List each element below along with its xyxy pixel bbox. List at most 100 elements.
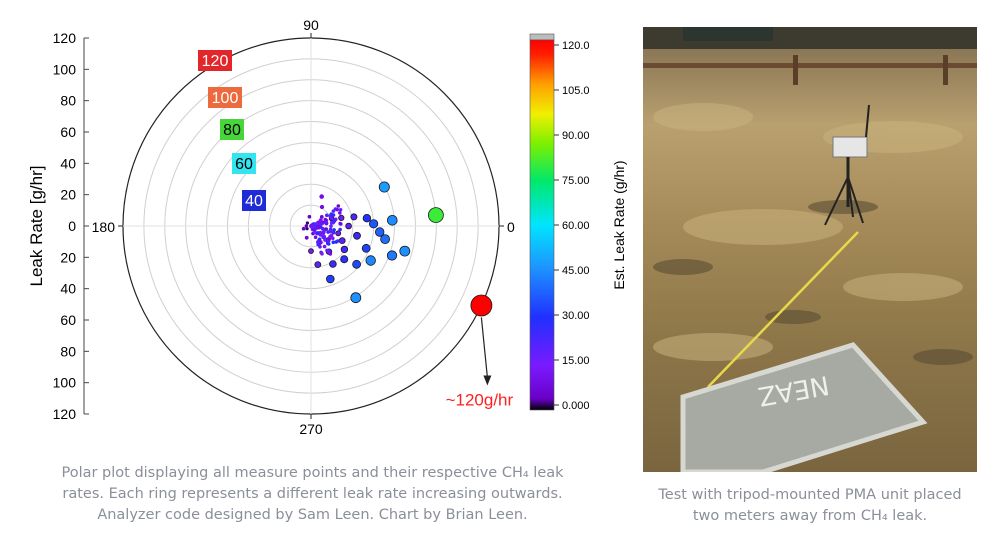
chart-caption: Polar plot displaying all measure points… <box>40 463 585 526</box>
data-point <box>318 238 322 242</box>
data-point <box>310 225 314 229</box>
annotation-arrow <box>481 317 487 377</box>
data-point <box>387 215 397 225</box>
ring-label-text: 100 <box>212 90 239 107</box>
data-point <box>317 226 321 230</box>
angle-label: 180 <box>92 219 116 235</box>
data-point <box>338 222 342 226</box>
data-point <box>354 232 361 239</box>
r-axis-tick-label: 120 <box>53 406 77 422</box>
data-point <box>330 221 334 225</box>
fence-rail <box>643 63 977 68</box>
colorbar-tick-label: 120.0 <box>562 40 590 52</box>
data-point <box>341 256 348 263</box>
r-axis-tick-label: 40 <box>60 281 76 297</box>
data-point <box>363 214 371 222</box>
data-point <box>337 204 341 208</box>
data-point <box>369 220 377 228</box>
data-point <box>339 238 345 244</box>
data-point <box>314 235 318 239</box>
data-point <box>302 227 306 231</box>
data-point <box>315 222 319 226</box>
data-point <box>323 245 327 249</box>
polar-chart: 90180 0270 12010080604020020406080100120 … <box>20 12 642 440</box>
data-point <box>346 223 352 229</box>
ring-label-text: 80 <box>223 122 241 139</box>
arrow-head <box>483 375 491 385</box>
data-point <box>305 236 309 240</box>
r-axis-tick-label: 80 <box>60 93 76 109</box>
ring-labels: 120 100 80 60 40 <box>198 50 266 211</box>
data-point <box>324 227 328 231</box>
ring-label-40: 40 <box>242 190 266 211</box>
data-point <box>428 208 443 223</box>
data-point <box>306 221 309 224</box>
r-axis-tick-label: 80 <box>60 343 76 359</box>
ring-label-80: 80 <box>220 119 244 140</box>
angle-label: 90 <box>303 17 319 33</box>
colorbar-tick-label: 45.00 <box>562 265 590 277</box>
colorbar-gradient <box>530 40 554 410</box>
data-point <box>321 227 325 231</box>
colorbar-tick-label: 90.00 <box>562 130 590 142</box>
data-point <box>471 295 492 316</box>
data-point <box>338 228 342 232</box>
data-points <box>302 182 492 316</box>
data-point <box>339 215 344 220</box>
ring-label-text: 120 <box>202 53 229 70</box>
ring-label-100: 100 <box>208 87 242 108</box>
colorbar-tick-label: 105.0 <box>562 85 590 97</box>
data-point <box>381 235 390 244</box>
data-point <box>341 246 348 253</box>
r-axis-tick-label: 100 <box>53 375 77 391</box>
data-point <box>316 243 320 247</box>
data-point <box>308 215 312 219</box>
r-axis-tick-label: 20 <box>60 249 76 265</box>
data-point <box>400 246 410 256</box>
data-point <box>351 293 361 303</box>
data-point <box>319 223 323 227</box>
data-point <box>362 244 370 252</box>
ring-label-120: 120 <box>198 50 232 71</box>
data-point <box>351 214 357 220</box>
data-point <box>320 205 324 209</box>
r-axis-tick-label: 40 <box>60 155 76 171</box>
data-point <box>313 231 317 235</box>
r-axis: 120 100 80 60 40 20 0 20 40 60 80 100 120 <box>53 30 89 422</box>
r-axis-tick-label: 60 <box>60 124 76 140</box>
leak-annotation: ~120g/hr <box>446 317 514 409</box>
data-point <box>315 262 321 268</box>
utility-cover: NEAZ <box>683 345 923 472</box>
data-point <box>327 242 331 246</box>
data-point <box>330 234 334 238</box>
data-point <box>332 209 336 213</box>
angle-label: 0 <box>507 219 515 235</box>
colorbar-tick-label: 30.00 <box>562 310 590 322</box>
colorbar-tick-label: 75.00 <box>562 175 590 187</box>
polar-chart-panel: 90 180 0 270 120 100 80 60 40 20 0 20 40 60 80 100 120 … <box>20 12 642 440</box>
data-point <box>387 251 396 260</box>
colorbar-tick-label: 15.00 <box>562 355 590 367</box>
photo-illustration: NEAZ <box>643 27 977 472</box>
colorbar: 120.0105.090.0075.0060.0045.0030.0015.00… <box>530 34 627 412</box>
data-point <box>316 232 320 236</box>
data-point <box>326 230 330 234</box>
colorbar-label: Est. Leak Rate (g/hr) <box>611 160 627 289</box>
data-point <box>338 211 342 215</box>
data-point <box>366 256 376 266</box>
data-point <box>309 249 314 254</box>
data-point <box>305 224 308 227</box>
data-point <box>334 240 338 244</box>
data-point <box>353 260 361 268</box>
ring-label-text: 60 <box>235 156 253 173</box>
r-axis-tick-label: 100 <box>53 61 77 77</box>
field-test-photo: NEAZ <box>643 27 977 472</box>
r-axis-tick-label: 0 <box>68 218 76 234</box>
data-point <box>326 275 334 283</box>
data-point <box>329 224 333 228</box>
annotation-text: ~120g/hr <box>446 390 514 409</box>
data-point <box>335 208 339 212</box>
r-axis-tick-label: 20 <box>60 187 76 203</box>
photo-caption: Test with tripod-mounted PMA unit placed… <box>643 485 977 527</box>
ring-label-text: 40 <box>245 193 263 210</box>
